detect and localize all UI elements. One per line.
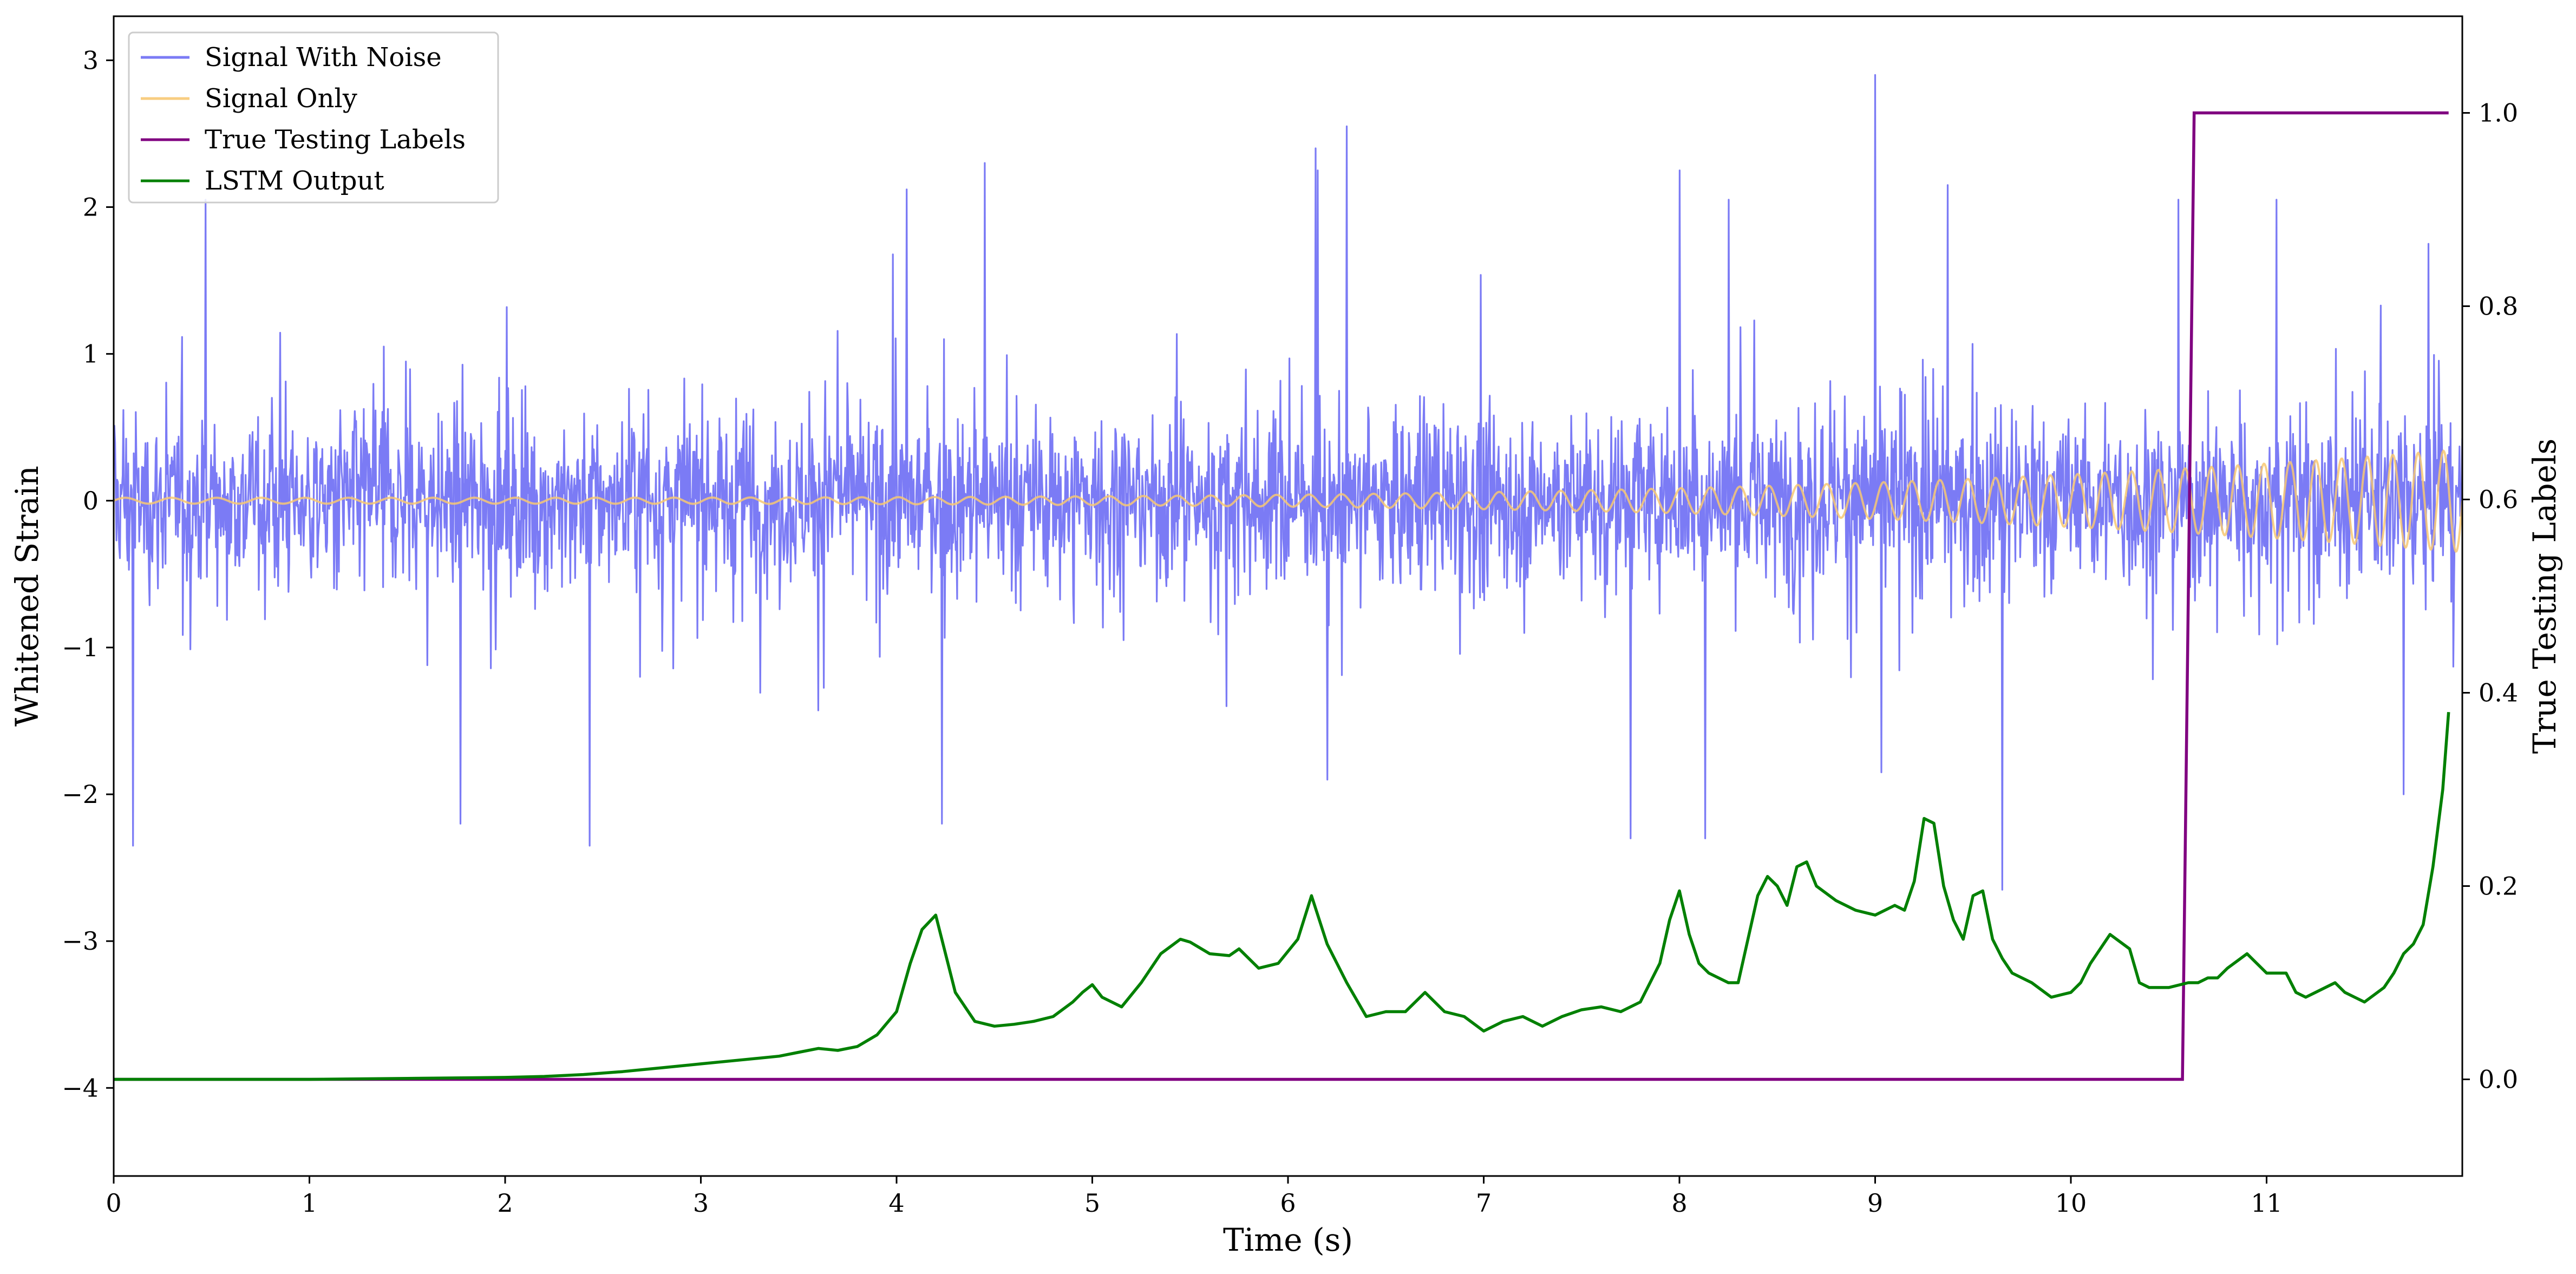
- x-tick-label: 1: [302, 1188, 317, 1218]
- y2-tick-label: 0.8: [2479, 292, 2518, 321]
- legend-label: Signal Only: [205, 83, 357, 114]
- y2-tick-label: 0.0: [2479, 1065, 2518, 1094]
- x-tick-label: 3: [693, 1188, 709, 1218]
- x-tick-label: 4: [888, 1188, 904, 1218]
- x-tick-label: 9: [1867, 1188, 1883, 1218]
- y-tick-label: 2: [83, 192, 99, 221]
- series-lstm-output: [114, 711, 2450, 1081]
- y-tick-label: 1: [83, 339, 99, 369]
- y-tick-label: −1: [62, 633, 99, 662]
- legend-box: [128, 31, 499, 204]
- x-tick-label: 2: [497, 1188, 513, 1218]
- y2-tick-label: 1.0: [2479, 99, 2518, 128]
- x-tick-label: 5: [1084, 1188, 1100, 1218]
- series-true-testing-labels: [114, 111, 2449, 1081]
- y-tick-label: −2: [62, 780, 99, 809]
- x-tick-label: 11: [2251, 1188, 2283, 1218]
- x-tick-label: 6: [1280, 1188, 1296, 1218]
- series-signal-only: [114, 449, 2462, 553]
- legend: Signal With Noise Signal Only True Testing…: [128, 31, 499, 204]
- x-tick-label: 7: [1476, 1188, 1492, 1218]
- y2-tick-label: 0.6: [2479, 485, 2518, 514]
- x-axis-label: Time (s): [1223, 1221, 1353, 1258]
- legend-label: LSTM Output: [205, 166, 384, 196]
- y-tick-label: −3: [62, 926, 99, 956]
- legend-label: Signal With Noise: [205, 42, 442, 73]
- x-tick-label: 10: [2055, 1188, 2087, 1218]
- y2-tick-label: 0.4: [2479, 678, 2518, 708]
- series-group: [114, 74, 2462, 1081]
- y2-tick-label: 0.2: [2479, 872, 2518, 901]
- y-axis-label: Whitened Strain: [9, 466, 45, 727]
- plot-area: [114, 74, 2462, 1081]
- legend-label: True Testing Labels: [205, 125, 466, 155]
- series-signal-with-noise: [114, 74, 2462, 891]
- y-tick-label: 0: [83, 486, 99, 515]
- y-tick-label: −4: [62, 1073, 99, 1102]
- axes: 0 1 2 3 4 5 6 7 8 9 10 113210−1−2−3−41.00.80.60.40.…: [62, 15, 2518, 1218]
- y2-axis-label: True Testing Labels: [2526, 439, 2563, 754]
- x-tick-label: 0: [106, 1188, 121, 1218]
- y-tick-label: 3: [83, 45, 99, 75]
- x-tick-label: 8: [1671, 1188, 1687, 1218]
